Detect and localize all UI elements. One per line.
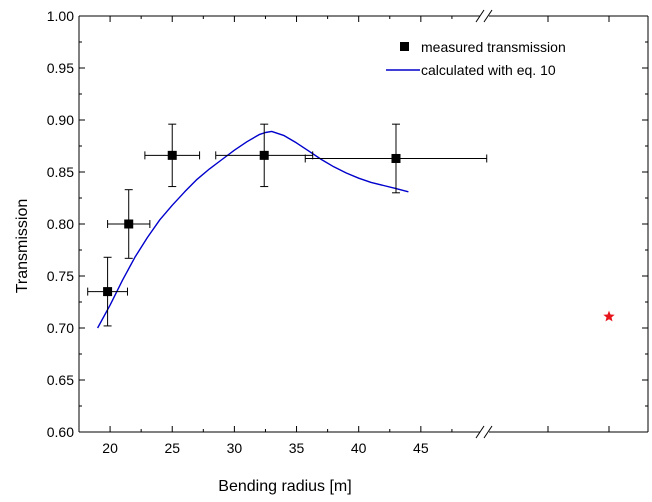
y-tick-label: 0.70 bbox=[47, 320, 74, 336]
x-tick-label: 20 bbox=[102, 440, 118, 456]
axis-break-slash-top bbox=[475, 9, 485, 23]
extra-marker-layer bbox=[603, 310, 615, 322]
y-tick-label: 0.80 bbox=[47, 216, 74, 232]
y-tick-label: 0.90 bbox=[47, 112, 74, 128]
x-tick-label: 35 bbox=[289, 440, 305, 456]
calculated-curve-layer bbox=[96, 130, 409, 329]
calculated-curve-line bbox=[96, 130, 409, 329]
axis-break-gap-bottom bbox=[480, 430, 489, 434]
y-axis-label: Transmission bbox=[14, 199, 31, 294]
y-tick-label: 0.95 bbox=[47, 60, 74, 76]
legend-label-measured: measured transmission bbox=[421, 39, 566, 55]
axis-break-slash-bottom bbox=[475, 425, 485, 439]
y-axis-ticks: 0.60 0.65 0.70 0.75 0.80 0.85 0.90 0.95 1.00 bbox=[47, 8, 648, 440]
red-star-marker bbox=[603, 310, 615, 322]
y-tick-label: 0.65 bbox=[47, 372, 74, 388]
x-axis-label: Bending radius [m] bbox=[218, 478, 351, 495]
y-tick-label: 1.00 bbox=[47, 8, 74, 24]
axis-break-slash-bottom bbox=[483, 425, 493, 439]
x-tick-label: 30 bbox=[227, 440, 243, 456]
legend-marker-measured bbox=[400, 42, 409, 51]
x-tick-label: 45 bbox=[413, 440, 429, 456]
measured-points-layer bbox=[87, 123, 488, 327]
x-axis-ticks: 20 25 30 35 40 45 bbox=[78, 16, 610, 456]
legend-label-calculated: calculated with eq. 10 bbox=[421, 62, 556, 78]
axis-break-marks bbox=[475, 9, 493, 439]
y-tick-label: 0.75 bbox=[47, 268, 74, 284]
y-tick-label: 0.60 bbox=[47, 424, 74, 440]
measured-point bbox=[124, 219, 134, 229]
y-tick-label: 0.85 bbox=[47, 164, 74, 180]
x-tick-label: 40 bbox=[351, 440, 367, 456]
axis-break-slash-top bbox=[483, 9, 493, 23]
legend: measured transmission calculated with eq… bbox=[386, 39, 566, 78]
x-tick-label: 25 bbox=[164, 440, 180, 456]
axis-break-gap-top bbox=[480, 14, 489, 18]
measured-point bbox=[103, 287, 113, 297]
measured-point bbox=[259, 150, 269, 160]
measured-point bbox=[167, 150, 177, 160]
measured-point bbox=[391, 153, 401, 163]
